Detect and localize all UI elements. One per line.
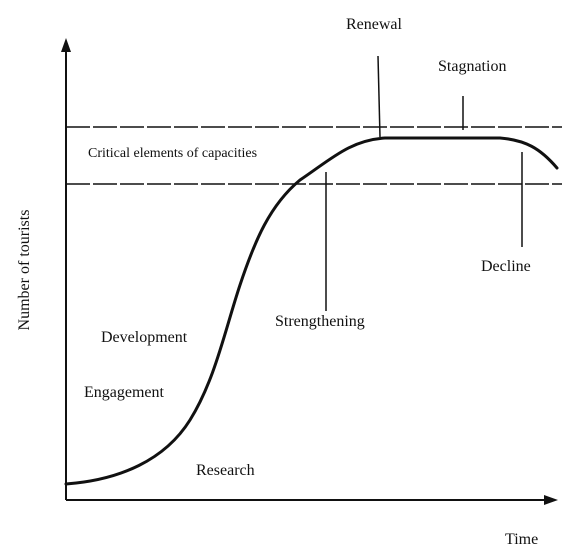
renewal-pointer bbox=[377, 55, 381, 138]
stage-label-renewal: Renewal bbox=[346, 16, 402, 33]
stage-label-research: Research bbox=[196, 462, 255, 479]
y-axis-arrowhead bbox=[61, 38, 71, 52]
stage-label-stagnation: Stagnation bbox=[438, 58, 507, 75]
x-axis-arrowhead bbox=[544, 495, 558, 505]
stage-label-engagement: Engagement bbox=[84, 384, 164, 401]
capacity-band-label: Critical elements of capacities bbox=[88, 146, 258, 161]
stage-label-strengthening: Strengthening bbox=[275, 313, 365, 330]
stage-label-development: Development bbox=[101, 329, 188, 346]
y-axis-label: Number of tourists bbox=[16, 209, 33, 331]
stage-label-decline: Decline bbox=[481, 258, 531, 275]
lifecycle-curve bbox=[64, 136, 559, 486]
x-axis-label: Time bbox=[505, 531, 539, 548]
